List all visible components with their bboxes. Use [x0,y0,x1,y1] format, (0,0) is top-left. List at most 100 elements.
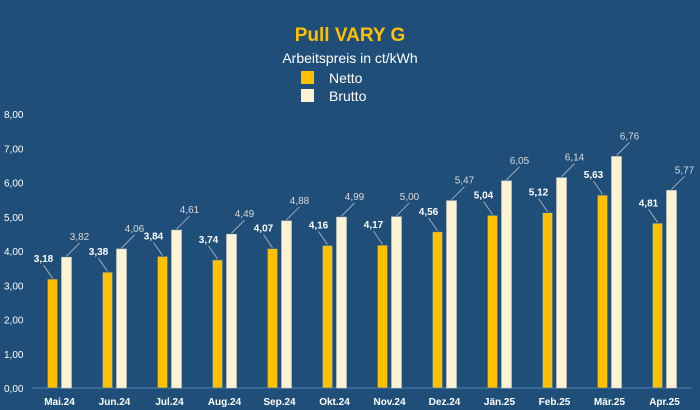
bar-brutto [336,216,347,389]
leader-line-netto [263,234,273,248]
leader-line-netto [373,230,383,245]
data-label-netto: 3,74 [199,235,219,246]
leader-line-netto [318,231,328,245]
bar-netto [157,256,168,389]
data-label-netto: 5,63 [584,170,604,181]
legend-swatch-netto [301,71,314,84]
data-label-brutto: 5,47 [455,176,475,187]
x-tick-label: Jul.24 [155,397,184,408]
bar-brutto [61,256,72,389]
x-tick-label: Aug.24 [208,397,242,408]
x-tick-label: Jän.25 [484,397,516,408]
data-labels-group: 3,18 3,82 3,38 4,063,84 4,61 3,74 4,49 4,07 4,88… [34,131,695,279]
chart-subtitle: Arbeitspreis in ct/kWh [282,50,417,66]
x-tick-label: Sep.24 [263,397,296,408]
bar-brutto [171,229,182,389]
leader-line-netto [538,198,548,212]
x-tick-label: Mär.25 [594,397,626,408]
leader-line-brutto [121,234,135,249]
data-label-netto: 5,04 [474,190,494,201]
bar-netto [652,222,663,389]
leader-line-netto [98,258,108,272]
leader-line-brutto [396,202,410,217]
x-tick-label: Nov.24 [373,397,405,408]
bar-brutto [611,156,622,389]
leader-line-netto [428,217,438,232]
bar-netto [597,194,608,389]
bar-brutto [501,180,512,389]
data-label-netto: 4,07 [254,224,274,235]
leader-line-brutto [616,142,630,156]
y-tick-label: 5,00 [4,213,24,224]
leader-line-brutto [66,242,80,257]
data-label-brutto: 4,06 [125,224,145,235]
leader-line-netto [153,242,163,256]
leader-line-brutto [506,166,520,181]
chart-title: Pull VARY G [295,25,406,46]
y-tick-label: 6,00 [4,179,24,190]
leader-line-netto [593,180,603,195]
leader-line-brutto [286,206,300,221]
y-tick-label: 4,00 [4,247,24,258]
leader-line-brutto [231,219,245,234]
y-tick-label: 8,00 [4,110,24,121]
data-label-brutto: 6,14 [565,153,585,164]
y-axis: 0,00 1,00 2,00 3,00 4,00 5,00 6,00 7,00 8,00 [4,110,692,395]
data-label-netto: 4,56 [419,207,439,218]
bar-netto [212,259,223,389]
x-axis: Mai.24 Jun.24 Jul.24 Aug.24 Sep.24 Okt.24 Nov.… [44,397,680,408]
leader-line-brutto [176,215,190,230]
data-label-brutto: 3,82 [70,232,90,243]
bar-brutto [116,248,127,389]
leader-line-brutto [561,163,575,177]
leader-line-brutto [451,186,465,200]
data-label-netto: 4,81 [639,198,659,209]
x-tick-label: Mai.24 [44,397,75,408]
data-label-netto: 4,17 [364,220,384,231]
x-tick-label: Jun.24 [99,397,131,408]
bar-brutto [391,216,402,389]
y-tick-label: 7,00 [4,144,24,155]
legend-swatch-brutto [301,89,314,102]
data-label-brutto: 4,49 [235,209,255,220]
data-label-brutto: 4,61 [180,205,200,216]
leader-line-netto [43,264,53,279]
data-label-brutto: 4,99 [345,192,365,203]
data-label-brutto: 6,76 [620,131,640,142]
y-tick-label: 2,00 [4,316,24,327]
x-tick-label: Feb.25 [539,397,571,408]
bar-brutto [226,233,237,389]
y-tick-label: 0,00 [4,384,24,395]
leader-line-netto [648,209,658,223]
y-tick-label: 3,00 [4,281,24,292]
data-label-netto: 4,16 [309,221,329,232]
bar-netto [322,245,333,389]
bar-netto [487,215,498,389]
x-tick-label: Apr.25 [649,397,680,408]
data-label-netto: 3,18 [34,254,54,265]
bar-netto [377,244,388,389]
bar-netto [267,248,278,389]
x-tick-label: Okt.24 [319,397,350,408]
bar-netto [542,212,553,389]
y-tick-label: 1,00 [4,350,24,361]
legend-label-netto: Netto [329,70,363,86]
bar-netto [47,278,58,389]
data-label-netto: 5,12 [529,188,549,199]
bar-brutto [556,177,567,389]
bar-brutto [446,200,457,389]
data-label-brutto: 5,77 [675,165,695,176]
bar-brutto [666,190,677,389]
bar-netto [432,231,443,389]
bars-group [47,156,677,389]
data-label-brutto: 4,88 [290,196,310,207]
leader-line-brutto [671,176,685,190]
leader-line-netto [483,201,493,215]
data-label-netto: 3,84 [144,231,164,242]
data-label-brutto: 5,00 [400,192,420,203]
legend-label-brutto: Brutto [329,88,367,104]
data-label-brutto: 6,05 [510,156,530,167]
bar-netto [102,271,113,389]
leader-line-brutto [341,202,355,217]
